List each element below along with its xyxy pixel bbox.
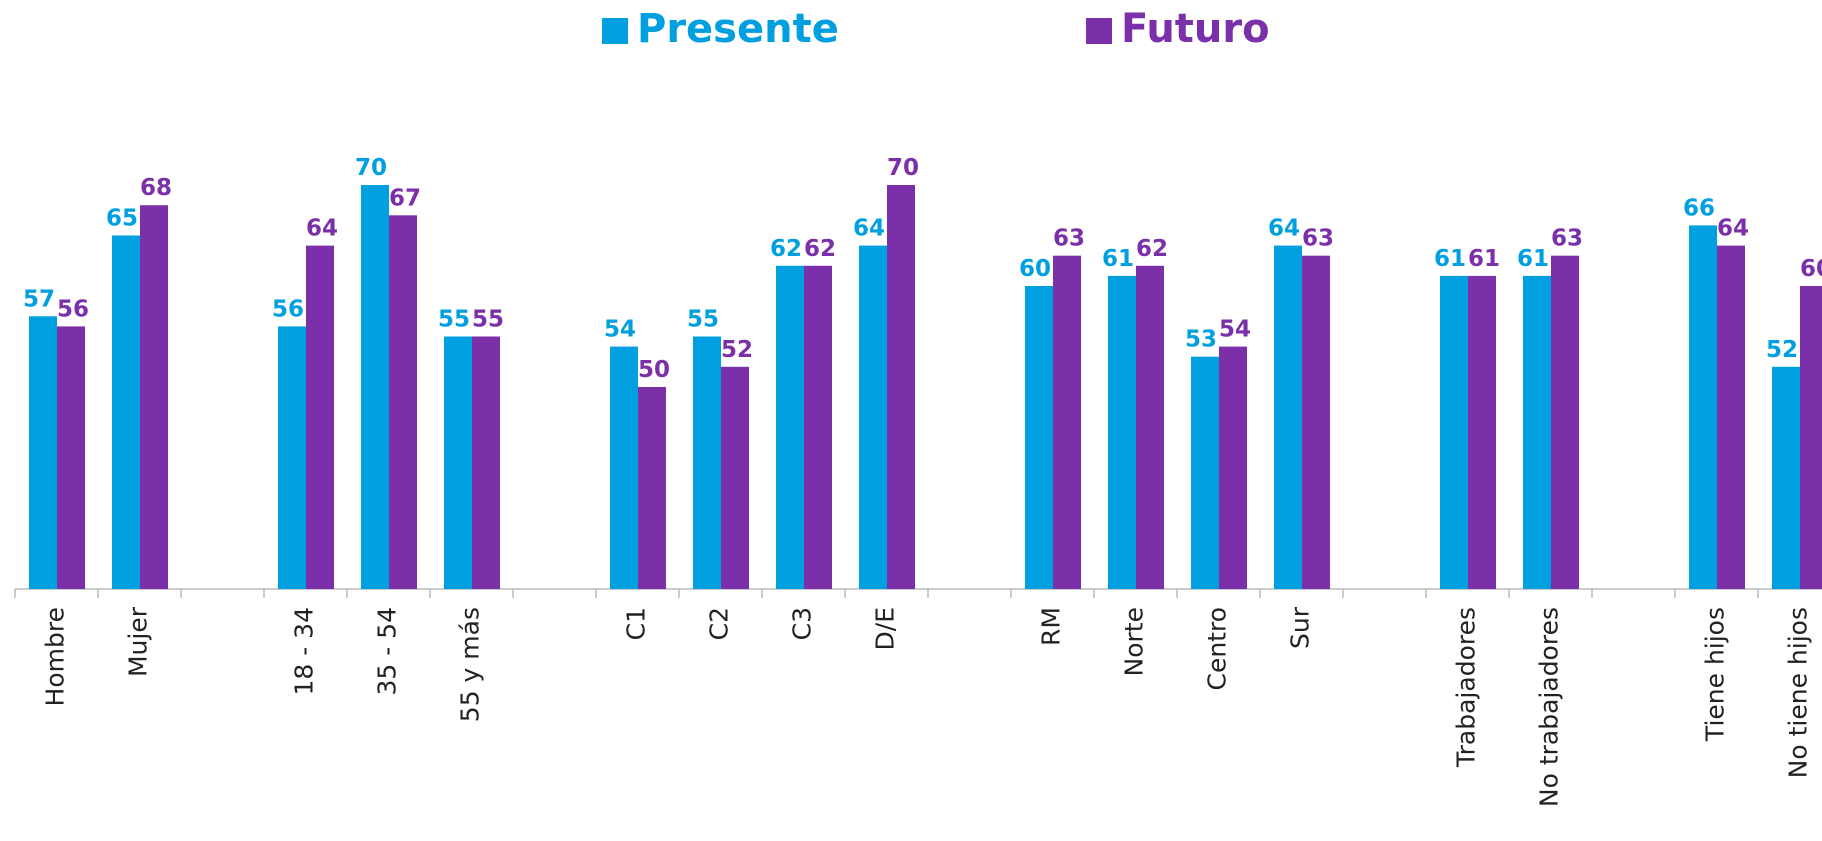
bar [721, 366, 749, 589]
bar [472, 336, 500, 589]
bar [638, 387, 666, 589]
bar [1025, 286, 1053, 589]
value-label: 68 [140, 175, 172, 201]
bar [1302, 255, 1330, 589]
bar [1523, 275, 1551, 589]
legend-swatch [602, 18, 628, 44]
value-label: 53 [1185, 327, 1217, 353]
bar [804, 265, 832, 589]
value-label: 64 [1717, 216, 1749, 242]
x-tick-label: Centro [1203, 607, 1232, 691]
value-label: 62 [770, 236, 802, 262]
bar [306, 245, 334, 589]
bar [1219, 346, 1247, 589]
value-label: 52 [1766, 337, 1798, 363]
bar [1108, 275, 1136, 589]
value-label: 63 [1053, 226, 1085, 252]
value-label: 52 [721, 337, 753, 363]
value-label: 54 [1219, 317, 1251, 343]
value-label: 55 [438, 307, 470, 333]
x-tick-label: Mujer [124, 606, 153, 677]
x-tick-label: 18 - 34 [290, 607, 319, 696]
legend-label: Futuro [1121, 6, 1270, 52]
x-tick-label: Hombre [41, 607, 70, 706]
x-tick-label: Trabajadores [1452, 607, 1481, 768]
value-label: 60 [1800, 256, 1822, 282]
x-tick-label: D/E [871, 607, 900, 650]
x-tick-label: RM [1037, 607, 1066, 646]
value-label: 67 [389, 185, 421, 211]
value-label: 61 [1434, 246, 1466, 272]
bar [1053, 255, 1081, 589]
value-label: 61 [1517, 246, 1549, 272]
bar [1274, 245, 1302, 589]
x-tick-label: 55 y más [456, 607, 485, 722]
value-label: 64 [853, 216, 885, 242]
x-tick-label: 35 - 54 [373, 607, 402, 696]
bar [29, 316, 57, 589]
value-label: 61 [1102, 246, 1134, 272]
legend-swatch [1086, 18, 1112, 44]
bar [444, 336, 472, 589]
x-tick-label: C2 [705, 607, 734, 640]
value-label: 70 [887, 155, 919, 181]
value-label: 70 [355, 155, 387, 181]
bar [361, 185, 389, 589]
value-label: 54 [604, 317, 636, 343]
bar [776, 265, 804, 589]
value-label: 62 [804, 236, 836, 262]
bar [1136, 265, 1164, 589]
bar [1717, 245, 1745, 589]
value-label: 63 [1302, 226, 1334, 252]
bar [887, 185, 915, 589]
x-tick-label: Tiene hijos [1701, 607, 1730, 742]
value-label: 57 [23, 286, 55, 312]
value-label: 55 [687, 307, 719, 333]
value-label: 64 [306, 216, 338, 242]
bar [1440, 275, 1468, 589]
x-tick-label: No tiene hijos [1784, 607, 1813, 778]
bar [57, 326, 85, 589]
bar [278, 326, 306, 589]
value-label: 56 [272, 296, 304, 322]
bar [112, 235, 140, 589]
value-label: 62 [1136, 236, 1168, 262]
value-label: 60 [1019, 256, 1051, 282]
bar [1800, 286, 1822, 589]
bar [610, 346, 638, 589]
legend-label: Presente [637, 6, 839, 52]
bar [140, 205, 168, 589]
x-tick-label: No trabajadores [1535, 607, 1564, 807]
bar [1551, 255, 1579, 589]
x-tick-label: C3 [788, 607, 817, 640]
bar [389, 215, 417, 590]
x-tick-label: Norte [1120, 607, 1149, 676]
value-label: 64 [1268, 216, 1300, 242]
x-tick-label: C1 [622, 607, 651, 640]
bar [859, 245, 887, 589]
bar [1191, 356, 1219, 589]
value-label: 66 [1683, 195, 1715, 221]
value-label: 61 [1468, 246, 1500, 272]
value-label: 63 [1551, 226, 1583, 252]
bar [1689, 225, 1717, 589]
bar [1772, 366, 1800, 589]
bar [1468, 275, 1496, 589]
value-label: 56 [57, 296, 89, 322]
bar [693, 336, 721, 589]
value-label: 55 [472, 307, 504, 333]
value-label: 65 [106, 206, 138, 232]
x-tick-label: Sur [1286, 606, 1315, 649]
value-label: 50 [638, 357, 670, 383]
